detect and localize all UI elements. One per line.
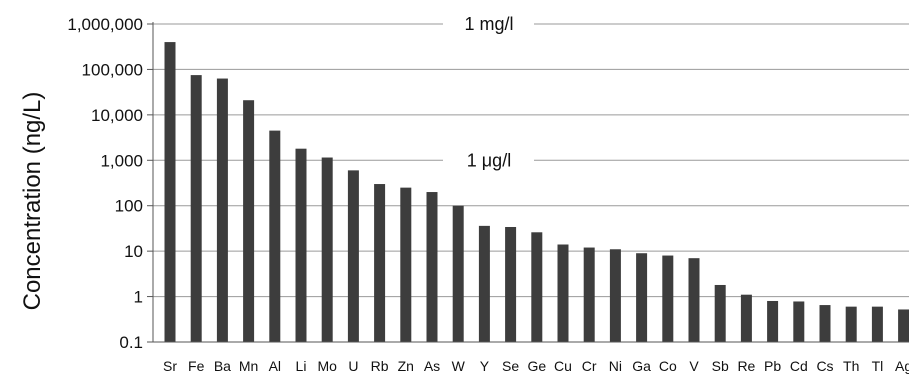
bar-fe: [190, 75, 202, 342]
annotation-background: [443, 12, 534, 36]
x-tick-label: Rb: [371, 358, 389, 374]
bar-cu: [557, 244, 569, 342]
y-tick-label: 100,000: [82, 60, 143, 79]
annotations: 1 mg/l 1 μg/l: [443, 12, 534, 173]
bar-co: [662, 255, 674, 342]
bar-cs: [819, 305, 831, 342]
x-tick-label: Zn: [398, 358, 414, 374]
x-tick-label: U: [348, 358, 358, 374]
bar-cd: [793, 301, 805, 342]
x-tick-label: As: [424, 358, 440, 374]
bar-ba: [216, 78, 228, 342]
x-tick-label: Pb: [764, 358, 781, 374]
x-tick-label: Cu: [554, 358, 572, 374]
bar-ag: [898, 309, 909, 342]
y-tick-label: 100: [115, 197, 143, 216]
bar-u: [347, 170, 359, 342]
bar-se: [505, 226, 517, 342]
bar-w: [452, 205, 464, 342]
x-tick-label: Ni: [609, 358, 622, 374]
x-tick-label: Li: [296, 358, 307, 374]
bar-mn: [243, 100, 255, 342]
bar-zn: [400, 187, 412, 342]
bars: [164, 42, 909, 342]
x-tick-label: Ag: [895, 358, 909, 374]
x-tick-label: Cs: [816, 358, 833, 374]
y-tick-label: 10,000: [91, 106, 143, 125]
y-tick-labels: 0.1 1 10 100 1,000 10,000 100,000 1,000,000: [67, 15, 143, 352]
x-tick-label: Co: [659, 358, 677, 374]
x-tick-label: Se: [502, 358, 519, 374]
bar-y: [478, 225, 490, 342]
bar-mo: [321, 157, 333, 342]
x-tick-label: Sr: [163, 358, 177, 374]
x-tick-label: Y: [480, 358, 490, 374]
annotation-background: [443, 148, 534, 173]
annotation-label: 1 mg/l: [464, 14, 513, 34]
x-tick-label: Cr: [582, 358, 597, 374]
y-tick-label: 1,000: [100, 151, 143, 170]
bar-cr: [583, 247, 595, 342]
bar-v: [688, 258, 700, 342]
x-tick-label: Ge: [527, 358, 546, 374]
bar-sb: [714, 284, 726, 342]
bar-rb: [374, 184, 386, 342]
bar-as: [426, 192, 438, 342]
bar-re: [740, 294, 752, 342]
bar-al: [269, 130, 281, 342]
y-tick-label: 1: [134, 288, 143, 307]
x-tick-label: Mo: [317, 358, 337, 374]
x-tick-label: Mn: [239, 358, 258, 374]
x-tick-label: Sb: [712, 358, 729, 374]
x-tick-label: V: [689, 358, 699, 374]
x-tick-label: Fe: [188, 358, 205, 374]
x-tick-label: Th: [843, 358, 859, 374]
x-tick-label: W: [452, 358, 466, 374]
bar-ni: [609, 249, 621, 342]
y-axis-label: Concentration (ng/L): [19, 92, 46, 311]
x-tick-label: Re: [737, 358, 755, 374]
x-tick-label: Cd: [790, 358, 808, 374]
bar-pb: [767, 300, 779, 342]
x-tick-labels: Sr Fe Ba Mn Al Li Mo U Rb Zn As W Y Se Ge Cu Cr Ni Ga Co V Sb…: [163, 358, 909, 374]
axes: [147, 22, 909, 343]
y-tick-label: 10: [124, 242, 143, 261]
y-tick-label: 1,000,000: [67, 15, 143, 34]
bar-li: [295, 148, 307, 342]
annotation-label: 1 μg/l: [467, 150, 511, 170]
bar-sr: [164, 42, 176, 342]
bar-ga: [636, 253, 648, 342]
bar-th: [845, 306, 857, 342]
x-tick-label: Al: [269, 358, 281, 374]
bar-ge: [531, 232, 543, 342]
x-tick-label: Tl: [872, 358, 884, 374]
bar-tl: [871, 306, 883, 342]
x-tick-label: Ba: [214, 358, 231, 374]
x-tick-label: Ga: [632, 358, 651, 374]
y-tick-label: 0.1: [119, 333, 143, 352]
